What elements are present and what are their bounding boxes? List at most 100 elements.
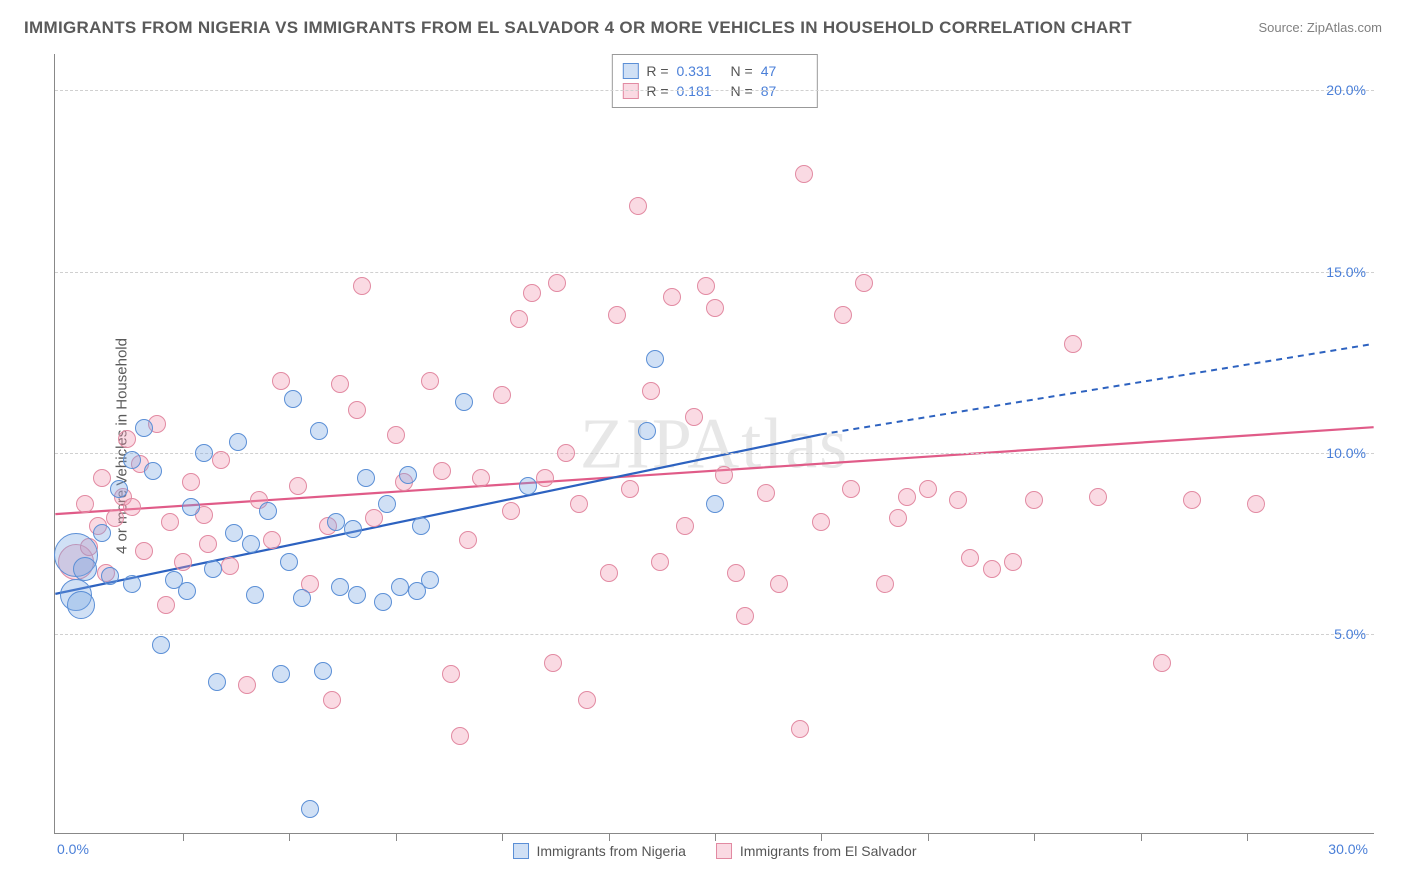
source-label: Source: ZipAtlas.com [1258, 20, 1382, 35]
y-tick-label: 20.0% [1326, 82, 1366, 98]
data-point [608, 306, 626, 324]
data-point [919, 480, 937, 498]
gridline [55, 90, 1374, 91]
data-point [459, 531, 477, 549]
x-tick [1034, 833, 1035, 841]
data-point [123, 498, 141, 516]
x-tick [183, 833, 184, 841]
data-point [1004, 553, 1022, 571]
data-point [357, 469, 375, 487]
data-point [73, 557, 97, 581]
data-point [378, 495, 396, 513]
data-point [284, 390, 302, 408]
data-point [1089, 488, 1107, 506]
x-tick [715, 833, 716, 841]
data-point [949, 491, 967, 509]
data-point [212, 451, 230, 469]
data-point [76, 495, 94, 513]
data-point [834, 306, 852, 324]
y-tick-label: 10.0% [1326, 445, 1366, 461]
n-value: 47 [761, 63, 807, 79]
data-point [685, 408, 703, 426]
swatch-icon [622, 63, 638, 79]
data-point [421, 372, 439, 390]
data-point [123, 575, 141, 593]
data-point [697, 277, 715, 295]
data-point [433, 462, 451, 480]
legend-item: Immigrants from Nigeria [513, 843, 686, 859]
chart-title: IMMIGRANTS FROM NIGERIA VS IMMIGRANTS FR… [24, 18, 1132, 38]
data-point [391, 578, 409, 596]
x-tick [928, 833, 929, 841]
data-point [676, 517, 694, 535]
data-point [855, 274, 873, 292]
data-point [706, 299, 724, 317]
data-point [421, 571, 439, 589]
data-point [451, 727, 469, 745]
data-point [621, 480, 639, 498]
data-point [651, 553, 669, 571]
data-point [502, 502, 520, 520]
data-point [301, 800, 319, 818]
data-point [182, 498, 200, 516]
stats-row: R = 0.331 N = 47 [622, 61, 806, 81]
swatch-icon [716, 843, 732, 859]
data-point [646, 350, 664, 368]
data-point [331, 375, 349, 393]
data-point [353, 277, 371, 295]
data-point [548, 274, 566, 292]
r-value: 0.331 [677, 63, 723, 79]
data-point [387, 426, 405, 444]
data-point [221, 557, 239, 575]
data-point [263, 531, 281, 549]
gridline [55, 634, 1374, 635]
data-point [961, 549, 979, 567]
data-point [67, 591, 95, 619]
data-point [229, 433, 247, 451]
data-point [727, 564, 745, 582]
data-point [246, 586, 264, 604]
data-point [135, 419, 153, 437]
data-point [663, 288, 681, 306]
data-point [399, 466, 417, 484]
data-point [715, 466, 733, 484]
data-point [135, 542, 153, 560]
data-point [204, 560, 222, 578]
r-label: R = [646, 63, 668, 79]
data-point [523, 284, 541, 302]
data-point [757, 484, 775, 502]
data-point [455, 393, 473, 411]
x-tick-label: 0.0% [57, 841, 89, 857]
data-point [93, 524, 111, 542]
data-point [812, 513, 830, 531]
data-point [331, 578, 349, 596]
gridline [55, 453, 1374, 454]
data-point [570, 495, 588, 513]
data-point [242, 535, 260, 553]
legend-label: Immigrants from Nigeria [537, 843, 686, 859]
data-point [323, 691, 341, 709]
data-point [791, 720, 809, 738]
x-tick [1141, 833, 1142, 841]
x-tick-label: 30.0% [1328, 841, 1368, 857]
data-point [578, 691, 596, 709]
plot-area: ZIPAtlas R = 0.331 N = 47 R = 0.181 N = … [54, 54, 1374, 834]
data-point [348, 401, 366, 419]
data-point [314, 662, 332, 680]
data-point [1183, 491, 1201, 509]
data-point [442, 665, 460, 683]
data-point [889, 509, 907, 527]
data-point [161, 513, 179, 531]
data-point [629, 197, 647, 215]
data-point [493, 386, 511, 404]
data-point [327, 513, 345, 531]
data-point [1153, 654, 1171, 672]
data-point [118, 430, 136, 448]
data-point [842, 480, 860, 498]
data-point [272, 372, 290, 390]
y-tick-label: 5.0% [1334, 626, 1366, 642]
bottom-legend: Immigrants from Nigeria Immigrants from … [513, 843, 917, 859]
data-point [642, 382, 660, 400]
data-point [557, 444, 575, 462]
x-tick [396, 833, 397, 841]
